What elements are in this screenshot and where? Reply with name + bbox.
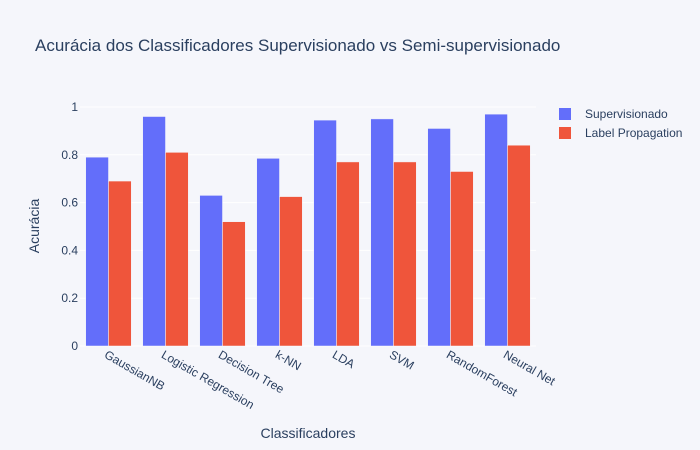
y-tick-label: 0.8 xyxy=(61,148,78,162)
y-axis-ticks: 0 0.2 0.4 0.6 0.8 1 xyxy=(61,100,78,353)
legend[interactable]: Supervisionado Label Propagation xyxy=(559,107,682,140)
bar-label-propagation[interactable] xyxy=(108,180,132,347)
x-tick-label: GaussianNB xyxy=(102,347,167,393)
legend-swatch xyxy=(559,127,571,139)
legend-label: Label Propagation xyxy=(585,126,682,140)
legend-item[interactable]: Supervisionado xyxy=(559,107,668,121)
bar-supervisionado[interactable] xyxy=(199,195,223,347)
bar-label-propagation[interactable] xyxy=(507,144,531,347)
bar-supervisionado[interactable] xyxy=(85,156,109,347)
x-axis-title: Classificadores xyxy=(261,425,356,441)
bar-supervisionado[interactable] xyxy=(142,116,166,347)
bar-supervisionado[interactable] xyxy=(256,158,280,347)
bar-label-propagation[interactable] xyxy=(222,221,246,347)
y-tick-label: 0.2 xyxy=(61,291,78,305)
legend-label: Supervisionado xyxy=(585,107,668,121)
bar-label-propagation[interactable] xyxy=(165,152,189,347)
legend-swatch xyxy=(559,108,571,120)
x-tick-label: k-NN xyxy=(273,347,304,373)
x-tick-label: LDA xyxy=(330,347,357,371)
y-tick-label: 0.6 xyxy=(61,196,78,210)
x-tick-label: SVM xyxy=(387,347,417,372)
bar-supervisionado[interactable] xyxy=(427,128,451,347)
legend-item[interactable]: Label Propagation xyxy=(559,126,682,140)
bar-label-propagation[interactable] xyxy=(279,196,303,347)
bars xyxy=(85,113,531,347)
bar-supervisionado[interactable] xyxy=(370,118,394,347)
chart-title: Acurácia dos Classificadores Supervision… xyxy=(35,36,560,55)
bar-label-propagation[interactable] xyxy=(450,171,474,347)
bar-supervisionado[interactable] xyxy=(484,113,508,347)
y-axis-title: Acurácia xyxy=(26,199,42,254)
bar-label-propagation[interactable] xyxy=(393,161,417,347)
bar-supervisionado[interactable] xyxy=(313,119,337,347)
y-tick-label: 0 xyxy=(71,339,78,353)
y-tick-label: 0.4 xyxy=(61,243,78,257)
y-tick-label: 1 xyxy=(71,100,78,114)
x-tick-label: Logistic Regression xyxy=(159,347,257,411)
bar-label-propagation[interactable] xyxy=(336,161,360,347)
